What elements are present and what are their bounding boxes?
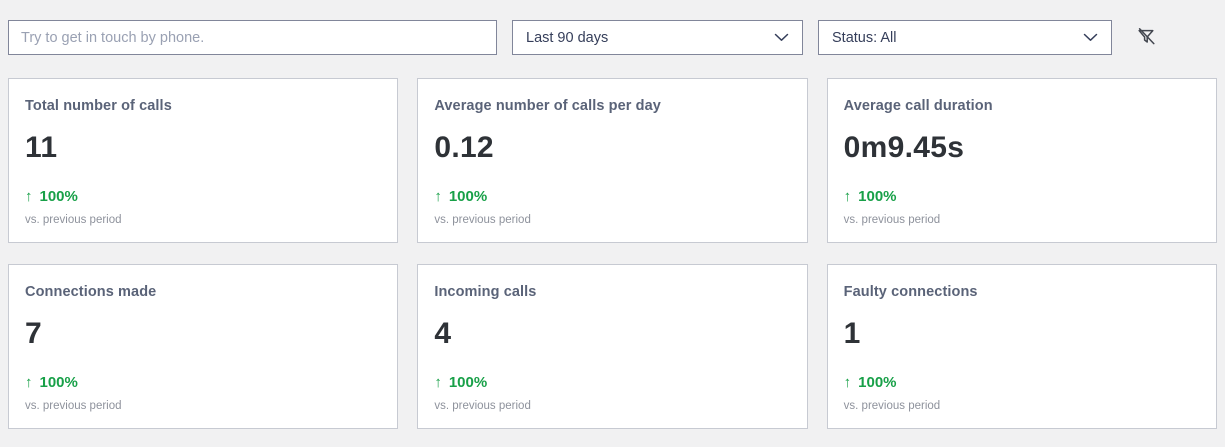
- card-caption: vs. previous period: [25, 400, 122, 412]
- arrow-up-icon: ↑: [434, 188, 442, 205]
- card-title: Average number of calls per day: [434, 98, 661, 114]
- card-title: Total number of calls: [25, 98, 172, 114]
- stat-card-incoming-calls: Incoming calls 4 ↑ 100% vs. previous per…: [417, 264, 808, 429]
- arrow-up-icon: ↑: [843, 188, 852, 205]
- card-delta: ↑ 100%: [844, 375, 1200, 391]
- card-title: Average call duration: [843, 98, 993, 114]
- card-value: 4: [434, 317, 452, 350]
- delta-percent: 100%: [858, 374, 897, 391]
- clear-filters-button[interactable]: [1133, 25, 1159, 51]
- card-value: 1: [843, 317, 861, 350]
- stat-card-total-calls: Total number of calls 11 ↑ 100% vs. prev…: [8, 78, 399, 243]
- filter-toolbar: Last 90 days Status: All: [0, 0, 1225, 55]
- card-title: Connections made: [25, 284, 157, 300]
- card-value: 7: [25, 317, 42, 350]
- card-title: Incoming calls: [434, 284, 537, 300]
- card-value: 0m9.45s: [843, 131, 965, 164]
- delta-percent: 100%: [448, 374, 488, 391]
- search-input[interactable]: [8, 20, 497, 55]
- card-delta: ↑ 100%: [434, 189, 790, 205]
- delta-percent: 100%: [39, 374, 78, 391]
- card-delta: ↑ 100%: [434, 375, 790, 391]
- filter-off-icon: [1136, 26, 1157, 50]
- stat-card-faulty-connections: Faulty connections 1 ↑ 100% vs. previous…: [826, 264, 1217, 429]
- card-caption: vs. previous period: [25, 214, 122, 226]
- date-range-dropdown[interactable]: Last 90 days: [512, 20, 803, 55]
- card-value: 0.12: [434, 131, 494, 164]
- card-delta: ↑ 100%: [25, 189, 381, 205]
- card-caption: vs. previous period: [434, 400, 531, 412]
- status-value: Status: All: [832, 29, 897, 46]
- delta-percent: 100%: [448, 188, 488, 205]
- arrow-up-icon: ↑: [434, 374, 442, 391]
- card-delta: ↑ 100%: [25, 375, 381, 391]
- arrow-up-icon: ↑: [843, 374, 852, 391]
- status-dropdown[interactable]: Status: All: [818, 20, 1112, 55]
- arrow-up-icon: ↑: [25, 188, 33, 205]
- stat-card-avg-calls-per-day: Average number of calls per day 0.12 ↑ 1…: [417, 78, 808, 243]
- card-caption: vs. previous period: [434, 214, 531, 226]
- stat-card-connections-made: Connections made 7 ↑ 100% vs. previous p…: [8, 264, 399, 429]
- card-value: 11: [25, 131, 58, 164]
- card-caption: vs. previous period: [843, 400, 941, 412]
- chevron-down-icon: [774, 29, 789, 47]
- card-caption: vs. previous period: [843, 214, 941, 226]
- arrow-up-icon: ↑: [25, 374, 33, 391]
- stat-card-avg-call-duration: Average call duration 0m9.45s ↑ 100% vs.…: [826, 78, 1217, 243]
- delta-percent: 100%: [39, 188, 78, 205]
- chevron-down-icon: [1083, 29, 1098, 47]
- card-delta: ↑ 100%: [844, 189, 1200, 205]
- card-title: Faulty connections: [843, 284, 978, 300]
- delta-percent: 100%: [858, 188, 897, 205]
- stats-card-grid: Total number of calls 11 ↑ 100% vs. prev…: [8, 78, 1217, 429]
- date-range-value: Last 90 days: [526, 29, 609, 46]
